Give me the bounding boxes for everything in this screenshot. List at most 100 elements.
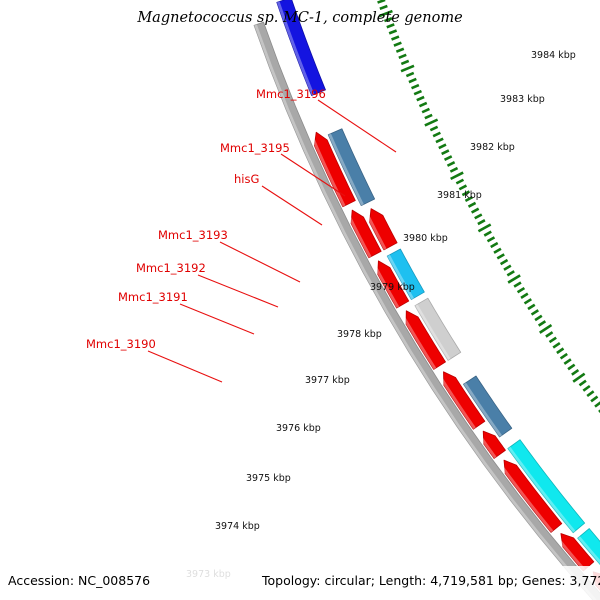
scale-minor-tick xyxy=(516,286,526,294)
gene-feature[interactable] xyxy=(463,375,513,438)
gene-feature[interactable] xyxy=(345,209,382,259)
page-title: Magnetococcus sp. MC-1, complete genome xyxy=(136,10,462,26)
gene-feature[interactable] xyxy=(276,0,326,96)
gene-feature[interactable] xyxy=(327,128,376,207)
gene-feature[interactable] xyxy=(364,208,398,251)
scale-minor-tick xyxy=(537,320,547,327)
label-leader-line xyxy=(147,350,223,383)
gene-label-hisg[interactable]: hisG xyxy=(234,172,259,186)
scale-minor-tick xyxy=(443,155,453,162)
scale-minor-tick xyxy=(520,292,529,299)
scale-minor-tick xyxy=(594,401,600,408)
scale-tick-label: 3974 kbp xyxy=(215,521,260,532)
scale-tick-label: 3976 kbp xyxy=(276,423,321,434)
scale-tick-label: 3979 kbp xyxy=(370,282,415,293)
scale-minor-tick xyxy=(470,207,480,214)
scale-minor-tick xyxy=(458,184,468,191)
scale-major-tick xyxy=(378,9,393,18)
scale-minor-tick xyxy=(413,89,422,96)
gene-feature[interactable] xyxy=(253,21,600,600)
scale-minor-tick xyxy=(408,77,417,84)
scale-tick-label: 3980 kbp xyxy=(403,233,448,244)
accession-label: Accession: NC_008576 xyxy=(8,573,150,588)
scale-minor-tick xyxy=(513,281,522,288)
scale-minor-tick xyxy=(393,41,402,47)
scale-minor-tick xyxy=(496,253,505,260)
gene-labels[interactable]: Mmc1_3196 Mmc1_3195 hisG Mmc1_3193 Mmc1_3192… xyxy=(86,87,326,351)
scale-minor-tick xyxy=(449,166,459,173)
scale-minor-tick xyxy=(461,190,471,197)
scale-tick-label: 3978 kbp xyxy=(337,329,382,340)
scale-minor-tick xyxy=(586,390,595,398)
label-leader-line xyxy=(261,185,323,226)
scale-minor-tick xyxy=(379,4,388,10)
scale-minor-tick xyxy=(391,35,400,41)
scale-major-tick xyxy=(450,171,464,181)
gene-feature[interactable] xyxy=(555,533,595,572)
scale-minor-tick xyxy=(503,264,512,271)
scale-tick-label: 3977 kbp xyxy=(305,375,350,386)
scale-major-tick xyxy=(572,372,586,383)
scale-minor-tick xyxy=(571,368,580,376)
gene-feature[interactable] xyxy=(577,528,600,600)
label-leader-line xyxy=(197,274,279,308)
gene-label-mmc1_3191[interactable]: Mmc1_3191 xyxy=(118,290,188,304)
gene-feature[interactable] xyxy=(309,131,356,208)
gene-label-mmc1_3190[interactable]: Mmc1_3190 xyxy=(86,337,156,351)
scale-minor-tick xyxy=(405,71,415,78)
scale-major-tick xyxy=(539,324,553,334)
scale-minor-tick xyxy=(530,309,539,316)
scale-minor-tick xyxy=(377,0,386,4)
status-bar: Accession: NC_008576 Topology: circular;… xyxy=(0,566,600,600)
scale-minor-tick xyxy=(499,258,509,266)
scale-minor-tick xyxy=(416,95,425,102)
scale-minor-tick xyxy=(467,201,477,208)
scale-minor-tick xyxy=(398,53,407,60)
label-leader-lines xyxy=(147,99,397,383)
gene-feature[interactable] xyxy=(386,248,425,300)
label-leader-line xyxy=(280,153,346,197)
gene-feature[interactable] xyxy=(372,260,410,309)
scale-minor-tick xyxy=(418,101,428,108)
scale-minor-tick xyxy=(446,161,456,167)
scale-minor-tick xyxy=(432,131,441,138)
scale-minor-tick xyxy=(474,213,483,220)
gene-feature[interactable] xyxy=(414,297,462,361)
scale-minor-tick xyxy=(421,107,430,114)
gene-feature[interactable] xyxy=(507,439,586,534)
scale-minor-tick xyxy=(441,149,450,156)
gene-label-mmc1_3196[interactable]: Mmc1_3196 xyxy=(256,87,326,101)
label-leader-line xyxy=(179,303,255,335)
scale-tick-label: 3981 kbp xyxy=(437,190,482,201)
scale-minor-tick xyxy=(590,395,599,403)
scale-minor-tick xyxy=(490,241,499,249)
scale-minor-tick xyxy=(559,352,568,360)
scale-minor-tick xyxy=(563,358,572,365)
label-leader-line xyxy=(219,241,301,283)
scale-minor-tick xyxy=(386,23,395,29)
gene-label-mmc1_3192[interactable]: Mmc1_3192 xyxy=(136,261,206,275)
gene-feature[interactable] xyxy=(477,430,506,459)
scale-minor-tick xyxy=(483,230,492,237)
scale-minor-tick xyxy=(388,29,398,35)
scale-minor-tick xyxy=(545,331,554,338)
scale-minor-tick xyxy=(523,298,532,305)
gene-label-mmc1_3195[interactable]: Mmc1_3195 xyxy=(220,141,290,155)
scale-minor-tick xyxy=(582,384,591,392)
gene-label-mmc1_3193[interactable]: Mmc1_3193 xyxy=(158,228,228,242)
feature-tracks[interactable] xyxy=(253,0,600,600)
scale-minor-tick xyxy=(552,342,561,349)
scale-minor-tick xyxy=(411,83,420,90)
scale-tick-label: 3982 kbp xyxy=(470,142,515,153)
scale-major-tick xyxy=(424,118,439,127)
gene-feature[interactable] xyxy=(400,310,446,370)
scale-minor-tick xyxy=(383,17,393,23)
scale-major-tick xyxy=(507,274,521,284)
scale-minor-tick xyxy=(486,236,496,243)
gene-feature[interactable] xyxy=(437,371,486,430)
scale-minor-tick xyxy=(578,379,587,387)
scale-minor-tick xyxy=(506,270,515,277)
gene-feature[interactable] xyxy=(498,459,563,533)
